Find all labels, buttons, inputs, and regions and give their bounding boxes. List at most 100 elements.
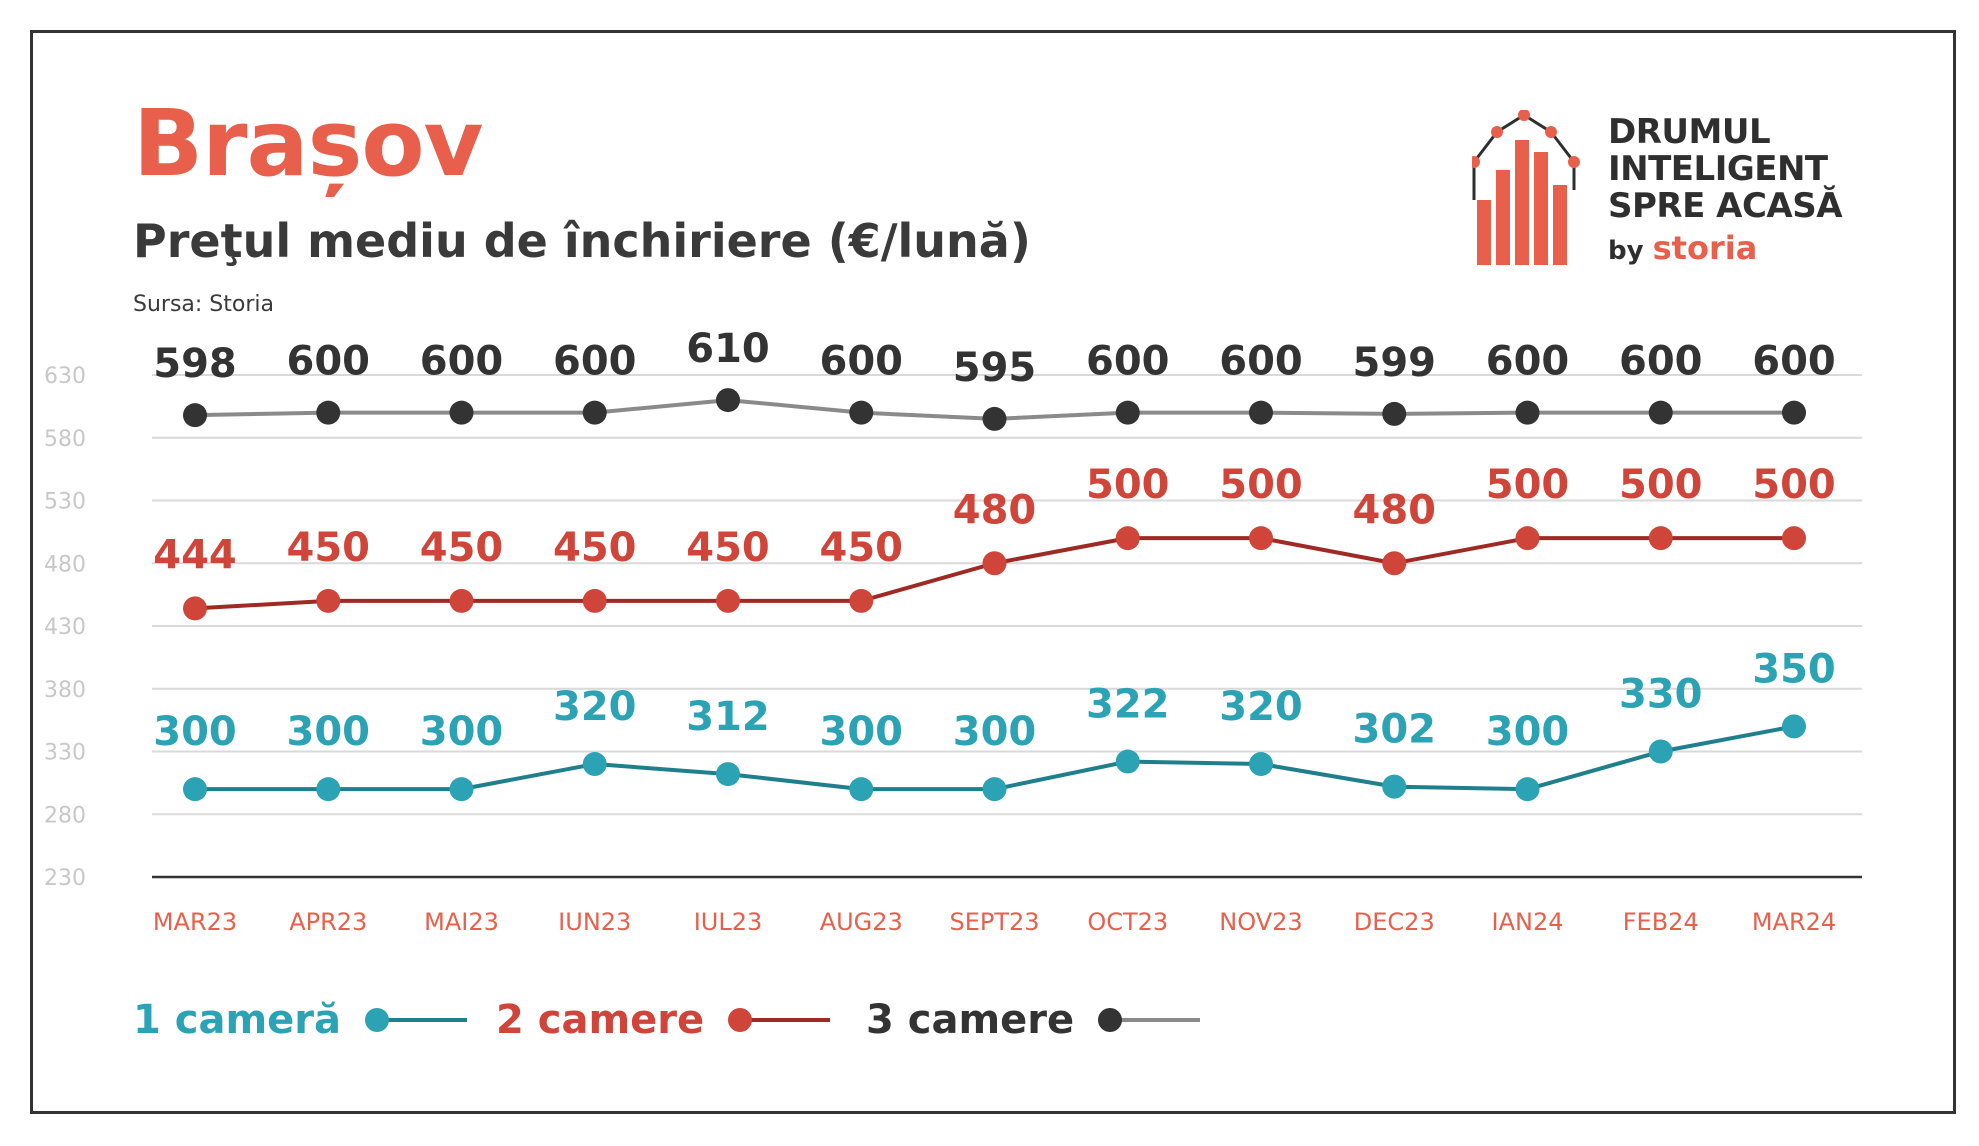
data-point — [1249, 400, 1273, 425]
y-tick-label: 530 — [44, 490, 86, 515]
data-label: 600 — [820, 339, 904, 385]
y-tick-label: 630 — [44, 364, 86, 389]
data-point — [716, 388, 740, 413]
legend-swatch-1-camera — [365, 1008, 467, 1032]
data-point — [316, 400, 341, 425]
y-tick-label: 430 — [44, 615, 86, 640]
grid-layer: 230 280 330 380 430 480 530 580 630 MAR23 APR23 MAI… — [44, 364, 1862, 936]
data-label: 500 — [1752, 462, 1836, 508]
y-tick-label: 580 — [44, 427, 86, 452]
y-tick-label: 280 — [44, 803, 86, 828]
data-point — [582, 588, 607, 613]
data-point — [1515, 400, 1540, 425]
x-tick-label: MAI23 — [424, 908, 499, 936]
legend-swatch-3-camere — [1098, 1008, 1201, 1032]
legend-item-1-camera: 1 cameră — [133, 1000, 473, 1040]
y-tick-label: 330 — [44, 741, 86, 766]
data-label: 599 — [1353, 340, 1437, 386]
legend-marker-1-camera — [365, 1008, 389, 1032]
data-point — [849, 588, 874, 613]
data-label: 330 — [1619, 672, 1703, 718]
x-tick-label: IUN23 — [558, 908, 631, 936]
legend-swatch-2-camere — [728, 1008, 831, 1032]
data-point — [1115, 526, 1140, 551]
data-point — [1782, 400, 1806, 425]
data-label: 444 — [153, 532, 237, 578]
logo-bars — [1477, 140, 1567, 265]
data-point — [982, 551, 1007, 576]
data-label: 600 — [420, 339, 504, 385]
logo-brand: storia — [1652, 229, 1758, 267]
data-label: 300 — [1486, 709, 1570, 755]
data-label: 450 — [820, 525, 904, 571]
data-label: 300 — [420, 709, 504, 755]
data-label: 300 — [287, 709, 371, 755]
data-label: 350 — [1752, 646, 1836, 692]
data-label: 600 — [1086, 339, 1170, 385]
data-label: 312 — [686, 694, 770, 740]
data-label: 300 — [820, 709, 904, 755]
data-point — [1782, 714, 1806, 739]
data-point — [982, 777, 1007, 802]
data-point — [183, 403, 207, 428]
y-tick-label: 480 — [44, 552, 86, 577]
data-point — [1249, 752, 1273, 777]
source-note: Sursa: Storia — [133, 292, 274, 317]
data-label: 300 — [153, 709, 237, 755]
data-label: 598 — [153, 341, 237, 387]
data-label: 320 — [1219, 684, 1303, 730]
label-layer: 300 300 300 320 312 300 300 322 320 302 300 330 350 4… — [153, 326, 1836, 755]
storia-logo-icon — [1472, 110, 1580, 265]
data-label: 600 — [1752, 339, 1836, 385]
y-tick-label: 230 — [44, 866, 86, 891]
logo-by: by — [1608, 236, 1644, 266]
x-tick-label: SEPT23 — [949, 908, 1039, 936]
x-tick-label: DEC23 — [1354, 908, 1435, 936]
data-label: 610 — [686, 326, 770, 372]
data-label: 450 — [553, 525, 637, 571]
logo-text: DRUMUL INTELIGENT SPRE ACASĂ — [1608, 112, 1843, 226]
data-label: 302 — [1353, 707, 1437, 753]
logo-line-3: SPRE ACASĂ — [1608, 186, 1843, 226]
data-label: 600 — [1486, 339, 1570, 385]
legend-label-2-camere: 2 camere — [496, 997, 705, 1043]
data-label: 500 — [1486, 462, 1570, 508]
x-tick-label: AUG23 — [820, 908, 903, 936]
x-tick-label: MAR23 — [153, 908, 237, 936]
series-layer — [183, 388, 1806, 802]
data-label: 480 — [953, 487, 1037, 533]
x-tick-label: MAR24 — [1752, 908, 1836, 936]
logo-line-1: DRUMUL — [1608, 112, 1771, 152]
data-point — [1115, 400, 1140, 425]
data-point — [582, 752, 607, 777]
data-label: 500 — [1219, 462, 1303, 508]
data-point — [849, 777, 874, 802]
data-point — [1515, 777, 1540, 802]
data-point — [582, 400, 607, 425]
data-point — [449, 777, 474, 802]
data-label: 600 — [287, 339, 371, 385]
data-point — [1249, 526, 1273, 551]
data-label: 450 — [686, 525, 770, 571]
data-point — [1115, 749, 1140, 774]
chart-subtitle: Preţul mediu de închiriere (€/lună) — [133, 214, 1031, 268]
data-point — [1382, 551, 1407, 576]
legend-item-2-camere: 2 camere — [496, 1000, 836, 1040]
data-point — [716, 588, 740, 613]
data-point — [316, 777, 341, 802]
data-point — [1648, 739, 1673, 764]
data-label: 500 — [1086, 462, 1170, 508]
data-point — [716, 762, 740, 787]
legend-marker-3-camere — [1098, 1008, 1123, 1032]
data-label: 595 — [953, 345, 1037, 391]
data-point — [1648, 526, 1673, 551]
chart-title: Brașov — [133, 90, 484, 197]
data-label: 320 — [553, 684, 637, 730]
data-point — [982, 406, 1007, 431]
data-point — [449, 400, 474, 425]
data-point — [183, 777, 207, 802]
data-label: 300 — [953, 709, 1037, 755]
data-label: 600 — [1219, 339, 1303, 385]
x-tick-label: APR23 — [289, 908, 367, 936]
